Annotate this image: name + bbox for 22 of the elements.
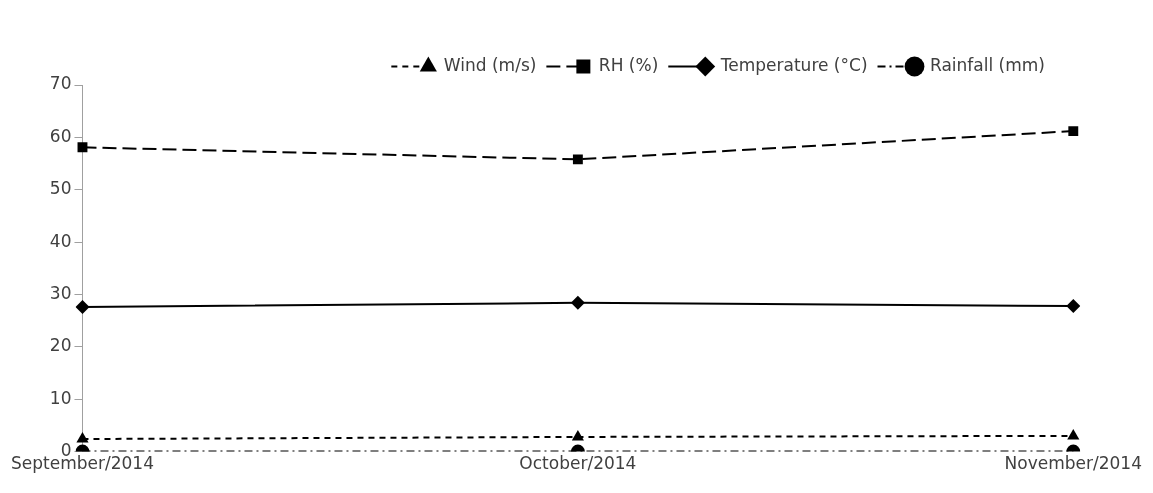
x-tick-label: November/2014 (1004, 453, 1142, 474)
y-tick-label: 70 (49, 73, 72, 94)
y-tick-label: 60 (49, 125, 72, 146)
y-tick-label: 50 (49, 178, 72, 199)
legend-label: RH (%) (598, 54, 659, 75)
point (76, 432, 89, 443)
point (1067, 428, 1080, 440)
point (570, 295, 585, 310)
legend-label: Wind (m/s) (443, 54, 537, 75)
point (75, 300, 90, 315)
point (77, 142, 88, 153)
point (1068, 126, 1079, 137)
y-tick-label: 30 (49, 282, 72, 303)
x-tick-label: October/2014 (519, 453, 637, 474)
point (1066, 299, 1081, 314)
y-tick-label: 40 (49, 230, 72, 251)
point (571, 429, 584, 441)
y-tick-label: 10 (49, 387, 72, 408)
legend-label: Temperature (°C) (719, 54, 868, 75)
legend-label: Rainfall (mm) (930, 54, 1046, 75)
point (572, 154, 583, 165)
y-tick-label: 20 (49, 335, 72, 356)
